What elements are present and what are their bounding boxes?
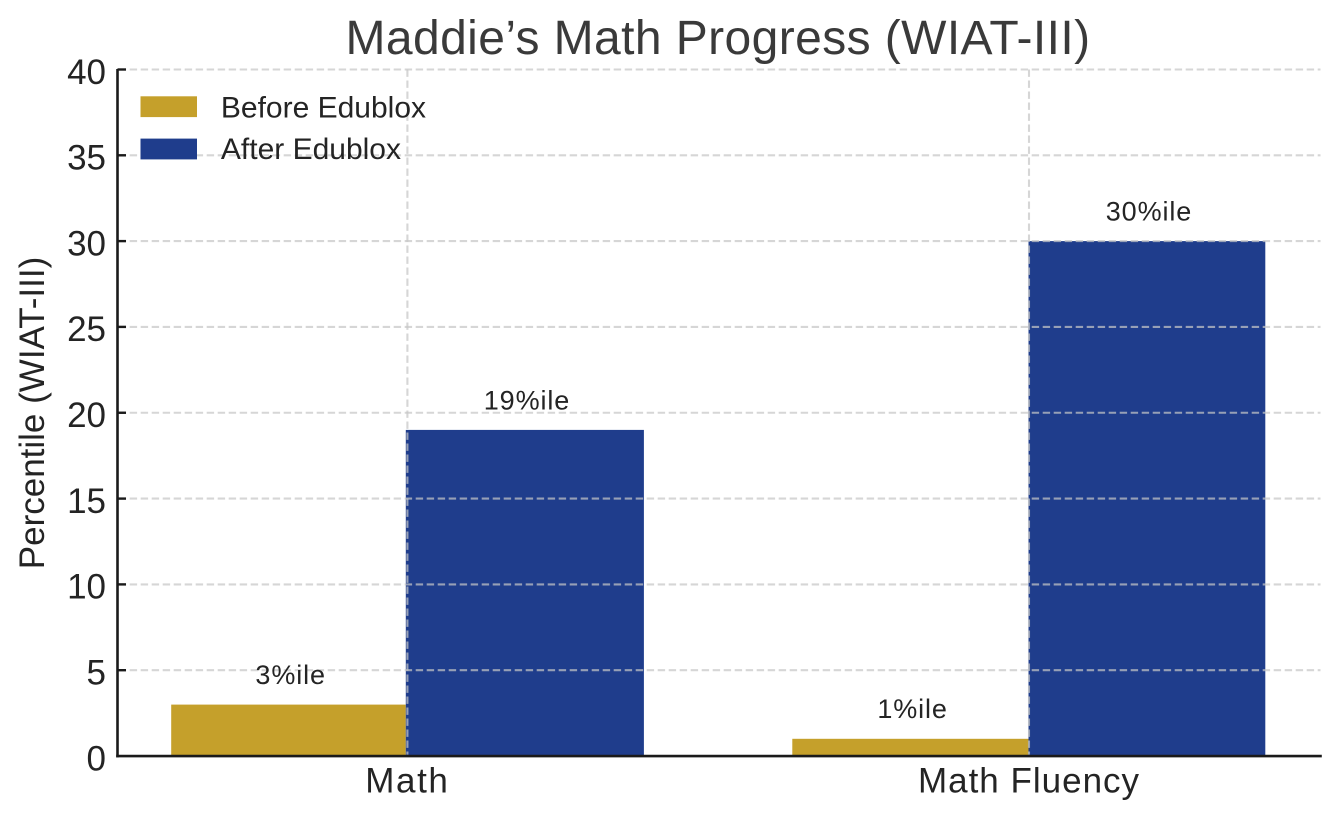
svg-text:1%ile: 1%ile [877, 694, 948, 724]
svg-text:5: 5 [87, 654, 106, 693]
svg-text:3%ile: 3%ile [255, 660, 326, 690]
svg-text:Before Edublox: Before Edublox [221, 92, 426, 125]
svg-text:Math Fluency: Math Fluency [918, 762, 1140, 801]
svg-text:40: 40 [67, 53, 106, 92]
svg-text:Percentile (WIAT-III): Percentile (WIAT-III) [13, 257, 52, 569]
svg-text:35: 35 [67, 139, 106, 178]
svg-text:After Edublox: After Edublox [221, 133, 401, 166]
svg-text:Maddie’s Math Progress (WIAT-I: Maddie’s Math Progress (WIAT-III) [346, 12, 1091, 65]
svg-text:15: 15 [67, 482, 106, 521]
svg-text:25: 25 [67, 310, 106, 349]
svg-text:Math: Math [365, 762, 449, 801]
svg-text:30%ile: 30%ile [1106, 197, 1192, 227]
svg-text:10: 10 [67, 568, 106, 607]
svg-text:30: 30 [67, 224, 106, 263]
svg-text:19%ile: 19%ile [484, 385, 570, 415]
svg-text:0: 0 [87, 739, 106, 778]
svg-text:20: 20 [67, 396, 106, 435]
